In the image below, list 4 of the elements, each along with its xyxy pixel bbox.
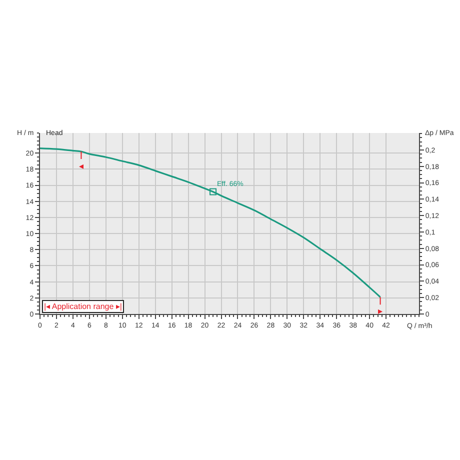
annotation: ▸ <box>378 306 383 316</box>
annotation: |◂ Application range ▸| <box>44 302 122 311</box>
line-series <box>40 147 382 298</box>
annotation: ◂ <box>79 161 84 171</box>
